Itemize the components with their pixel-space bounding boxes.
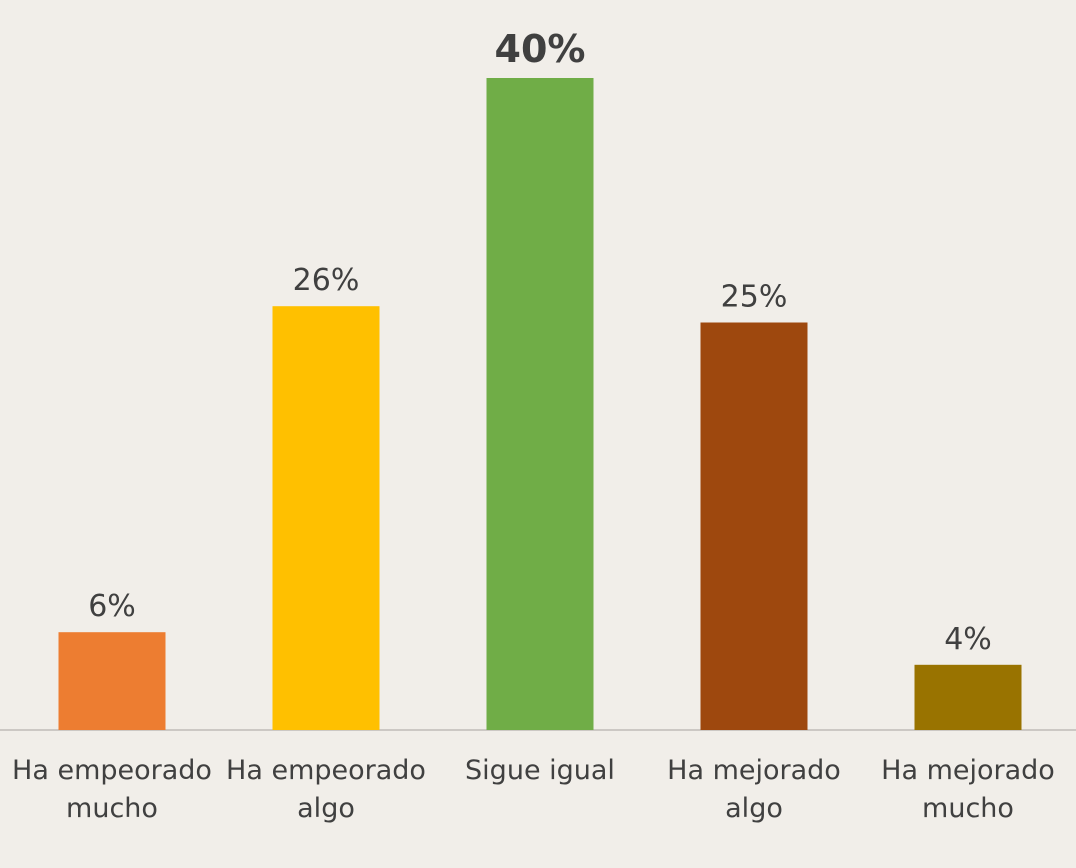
bar <box>273 306 380 730</box>
category-label: Ha empeorado algo <box>221 752 431 828</box>
value-label: 6% <box>88 589 136 624</box>
bar <box>487 78 594 730</box>
category-label: Ha empeorado mucho <box>7 752 217 828</box>
value-label: 4% <box>944 622 992 657</box>
category-label: Ha mejorado algo <box>649 752 859 828</box>
value-label: 25% <box>721 280 788 315</box>
category-label: Sigue igual <box>435 752 645 790</box>
bar <box>701 323 808 731</box>
chart: 6% 26% 40% 25% 4% <box>0 0 1076 868</box>
page: 6%26%40%25%4% (() => { const data = JSON… <box>0 0 1076 868</box>
value-label: 26% <box>293 263 360 298</box>
category-label: Ha mejorado mucho <box>863 752 1073 828</box>
bar <box>59 632 166 730</box>
bar <box>915 665 1022 730</box>
value-label: 40% <box>495 27 586 71</box>
